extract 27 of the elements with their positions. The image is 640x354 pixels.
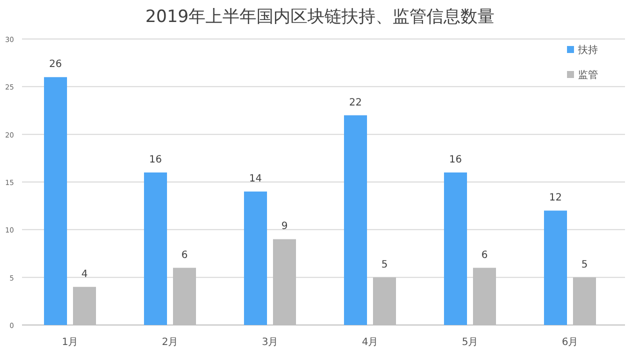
data-label: 16	[449, 154, 462, 166]
x-tick-label: 3月	[262, 337, 278, 348]
data-label: 14	[249, 174, 262, 185]
bar	[344, 115, 367, 325]
chart-title: 2019年上半年国内区块链扶持、监管信息数量	[145, 7, 495, 27]
x-tick-label: 1月	[62, 337, 78, 348]
data-label: 16	[149, 154, 162, 166]
data-label: 4	[81, 268, 88, 280]
data-label: 6	[481, 250, 488, 261]
data-label: 6	[181, 250, 188, 261]
legend-label: 监管	[578, 69, 598, 81]
bar	[244, 192, 267, 325]
bar	[544, 210, 567, 325]
legend-label: 扶持	[577, 44, 598, 56]
x-tick-label: 5月	[462, 337, 478, 348]
data-label: 22	[349, 97, 362, 108]
bar	[144, 172, 167, 325]
data-label: 5	[581, 259, 588, 270]
bar	[444, 172, 467, 325]
data-label: 12	[549, 192, 562, 204]
x-tick-label: 6月	[562, 337, 578, 348]
data-label: 5	[381, 259, 388, 270]
data-label: 26	[49, 59, 62, 70]
x-tick-label: 2月	[162, 337, 178, 348]
data-label: 9	[281, 221, 288, 232]
x-tick-label: 4月	[362, 337, 378, 348]
bar	[44, 77, 67, 325]
